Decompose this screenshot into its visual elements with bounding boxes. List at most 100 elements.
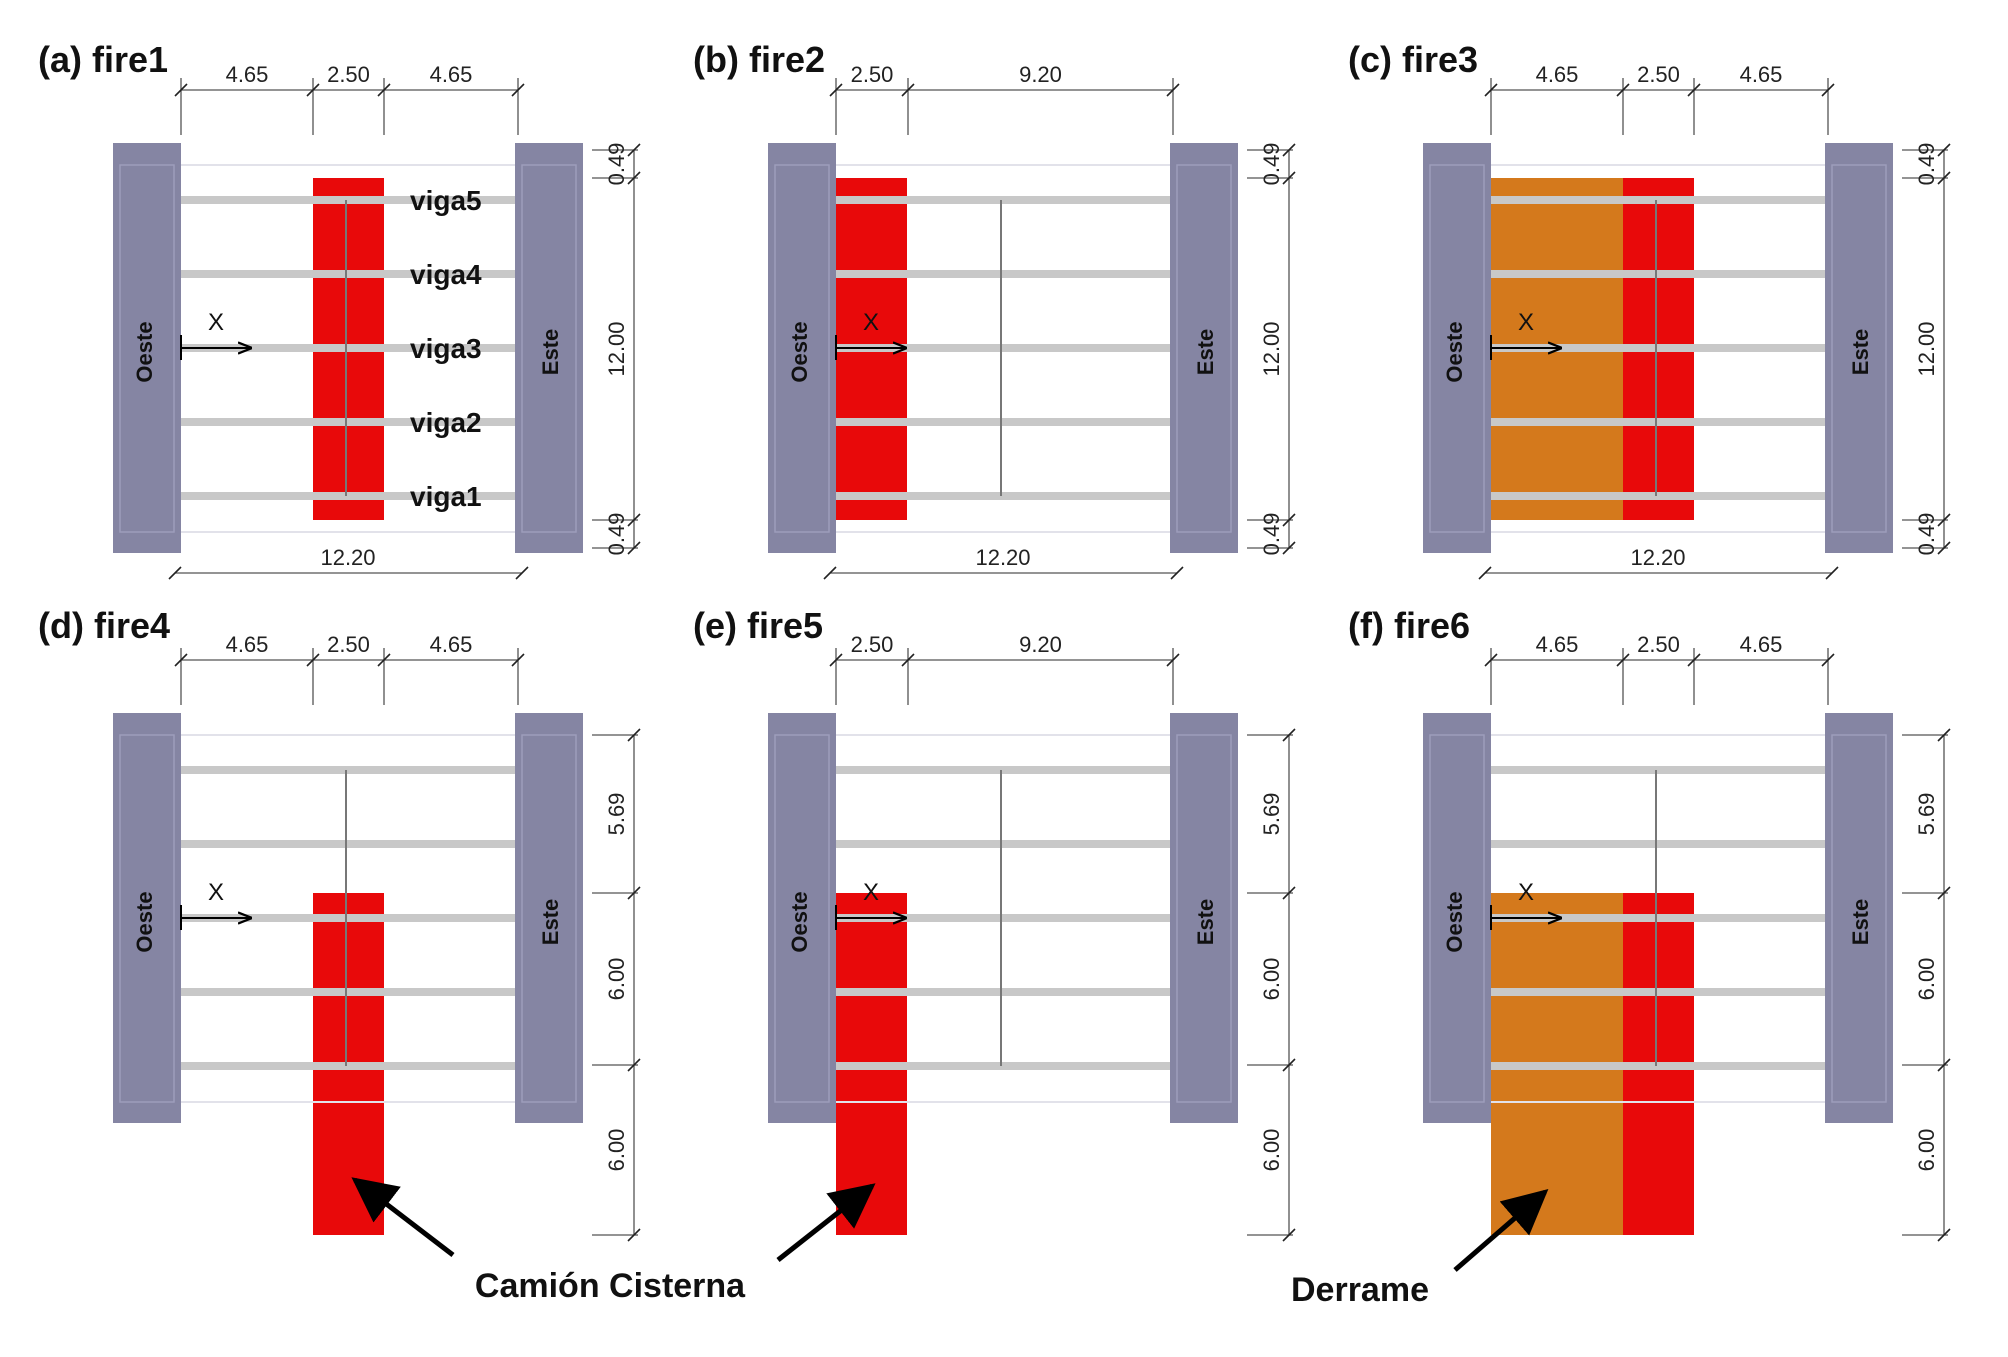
axis-x-label: X <box>208 879 224 906</box>
bottom-dim-tick <box>1478 566 1492 580</box>
bottom-dim-value: 12.20 <box>975 545 1030 570</box>
panel-title: (e) fire5 <box>693 605 823 646</box>
east-label: Este <box>1848 899 1873 945</box>
east-label: Este <box>1848 329 1873 375</box>
bottom-dim-tick <box>823 566 837 580</box>
west-label: Oeste <box>132 321 157 382</box>
panel-title: (d) fire4 <box>38 605 170 646</box>
west-abutment-outline <box>119 734 175 1103</box>
east-abutment <box>1825 143 1893 553</box>
east-abutment-outline <box>521 164 577 533</box>
right-dim-tick <box>1282 1228 1296 1242</box>
west-abutment <box>113 713 181 1123</box>
top-dim-tick <box>1616 83 1630 97</box>
east-abutment-outline <box>521 734 577 1103</box>
callout-truck-arrow-right <box>776 1183 876 1262</box>
top-dim-tick <box>306 83 320 97</box>
beam-label-viga1: viga1 <box>410 481 482 512</box>
top-dim-tick <box>511 653 525 667</box>
top-dim-tick <box>1687 83 1701 97</box>
right-dim-tick <box>1937 541 1951 555</box>
right-dim-value: 6.00 <box>1914 958 1939 1001</box>
top-dim-value: 4.65 <box>1536 62 1579 87</box>
top-dim-tick <box>1616 653 1630 667</box>
right-dim-value: 12.00 <box>604 321 629 376</box>
top-dim-tick <box>377 83 391 97</box>
right-dim-value: 0.49 <box>1914 143 1939 186</box>
axis-x-label: X <box>863 309 879 336</box>
top-dim-value: 2.50 <box>327 62 370 87</box>
east-abutment-outline <box>1831 164 1887 533</box>
callout-truck-label: Camión Cisterna <box>475 1267 746 1305</box>
right-dim-tick <box>627 1228 641 1242</box>
top-dim-tick <box>174 83 188 97</box>
right-dim-tick <box>627 541 641 555</box>
callout-spill-arrow <box>1453 1189 1549 1272</box>
right-dim-tick <box>627 171 641 185</box>
right-dim-tick <box>1282 143 1296 157</box>
axis-x-label: X <box>208 309 224 336</box>
beam-label-viga3: viga3 <box>410 333 482 364</box>
bottom-dim-tick <box>168 566 182 580</box>
right-dim-tick <box>1282 541 1296 555</box>
callout-spill-label: Derrame <box>1291 1271 1429 1309</box>
right-dim-tick <box>1937 171 1951 185</box>
bottom-dim-value: 12.20 <box>320 545 375 570</box>
panel-title: (b) fire2 <box>693 39 825 80</box>
top-dim-value: 4.65 <box>1740 62 1783 87</box>
right-dim-tick <box>1282 886 1296 900</box>
beam-label-viga5: viga5 <box>410 185 482 216</box>
right-dim-value: 6.00 <box>1259 1129 1284 1172</box>
right-dim-value: 5.69 <box>604 793 629 836</box>
east-abutment <box>515 713 583 1123</box>
east-abutment <box>1170 713 1238 1123</box>
top-dim-tick <box>306 653 320 667</box>
west-label: Oeste <box>787 891 812 952</box>
top-dim-tick <box>174 653 188 667</box>
top-dim-tick <box>1821 83 1835 97</box>
top-dim-tick <box>829 653 843 667</box>
beam-label-viga4: viga4 <box>410 259 482 290</box>
beam-label-viga2: viga2 <box>410 407 482 438</box>
east-abutment-outline <box>1176 734 1232 1103</box>
top-dim-value: 2.50 <box>1637 62 1680 87</box>
panel-title: (a) fire1 <box>38 39 168 80</box>
bottom-dim-tick <box>515 566 529 580</box>
right-dim-value: 12.00 <box>1914 321 1939 376</box>
panel-fire5: (e) fire5 Oeste Este X 2.50 9.20 5.69 6.00 6.00 <box>693 605 1296 1242</box>
panel-fire6: (f) fire6 Oeste Este X 4.65 2.50 4.65 5.69 6.00 6… <box>1348 605 1951 1242</box>
top-dim-value: 4.65 <box>430 632 473 657</box>
right-dim-tick <box>1282 728 1296 742</box>
west-abutment-outline <box>774 734 830 1103</box>
east-abutment <box>1825 713 1893 1123</box>
right-dim-tick <box>1937 886 1951 900</box>
bottom-dim-tick <box>1170 566 1184 580</box>
right-dim-tick <box>1282 1058 1296 1072</box>
top-dim-tick <box>377 653 391 667</box>
east-label: Este <box>1193 329 1218 375</box>
right-dim-value: 0.49 <box>1914 513 1939 556</box>
top-dim-value: 4.65 <box>226 62 269 87</box>
top-dim-tick <box>901 83 915 97</box>
west-label: Oeste <box>787 321 812 382</box>
axis-x-label: X <box>863 879 879 906</box>
east-abutment <box>1170 143 1238 553</box>
west-label: Oeste <box>1442 321 1467 382</box>
right-dim-tick <box>627 728 641 742</box>
west-abutment <box>768 143 836 553</box>
top-dim-value: 2.50 <box>1637 632 1680 657</box>
top-dim-tick <box>1166 83 1180 97</box>
top-dim-tick <box>901 653 915 667</box>
west-abutment <box>1423 713 1491 1123</box>
top-dim-tick <box>1687 653 1701 667</box>
top-dim-value: 4.65 <box>430 62 473 87</box>
right-dim-tick <box>1937 143 1951 157</box>
right-dim-value: 0.49 <box>1259 513 1284 556</box>
axis-x-label: X <box>1518 879 1534 906</box>
west-abutment-outline <box>774 164 830 533</box>
top-dim-tick <box>1821 653 1835 667</box>
top-dim-tick <box>829 83 843 97</box>
right-dim-tick <box>627 513 641 527</box>
